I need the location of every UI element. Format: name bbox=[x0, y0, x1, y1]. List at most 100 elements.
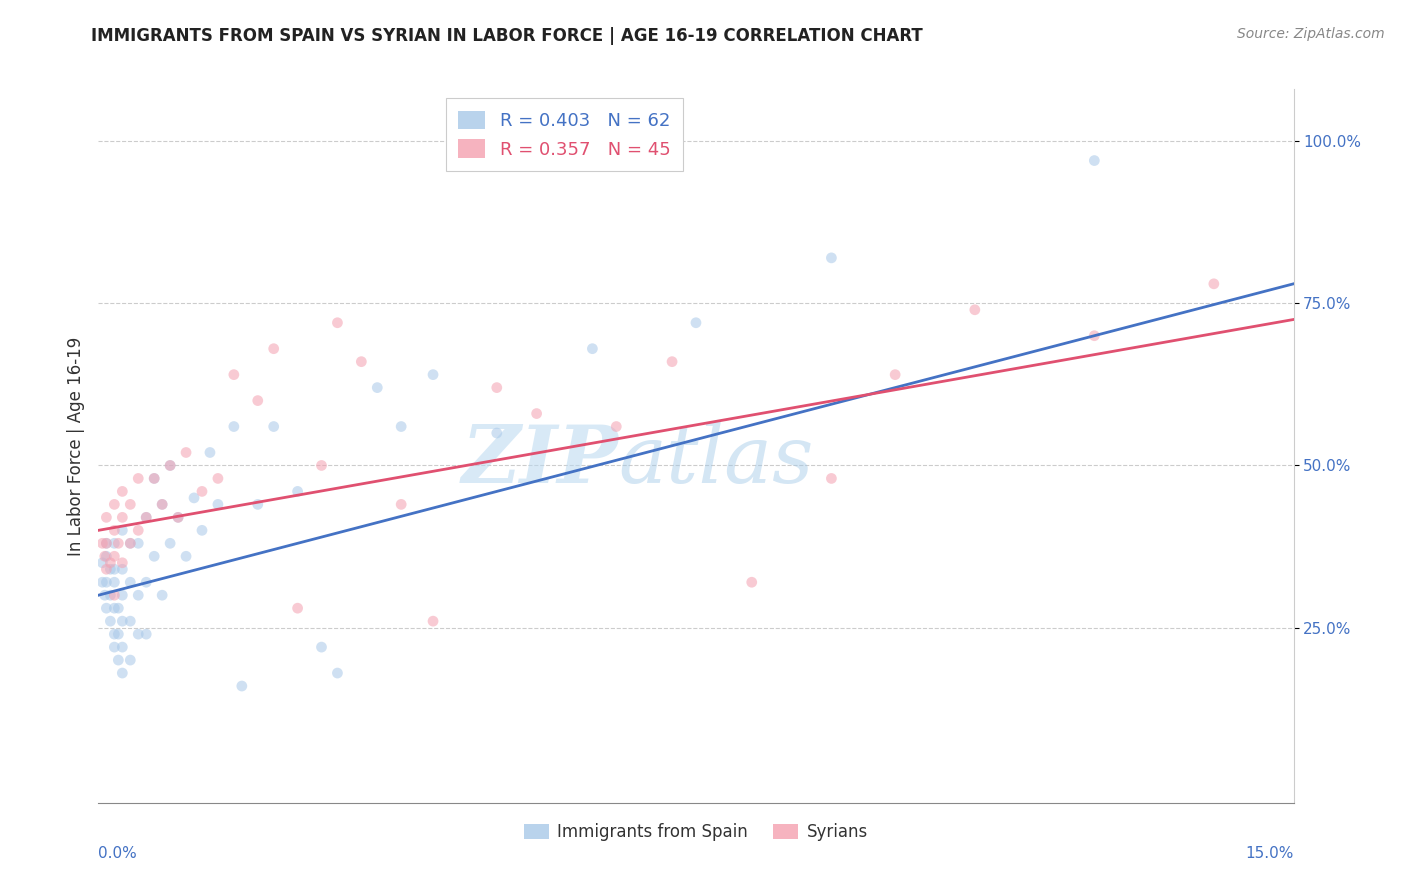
Text: IMMIGRANTS FROM SPAIN VS SYRIAN IN LABOR FORCE | AGE 16-19 CORRELATION CHART: IMMIGRANTS FROM SPAIN VS SYRIAN IN LABOR… bbox=[91, 27, 924, 45]
Point bbox=[111, 562, 134, 576]
Point bbox=[111, 510, 134, 524]
Point bbox=[111, 588, 134, 602]
Point bbox=[198, 445, 221, 459]
Point bbox=[111, 666, 134, 681]
Point bbox=[107, 627, 129, 641]
Point bbox=[120, 575, 142, 590]
Point bbox=[159, 458, 181, 473]
Point bbox=[191, 524, 214, 538]
Point bbox=[135, 627, 157, 641]
Point bbox=[96, 549, 118, 564]
Point bbox=[581, 342, 603, 356]
Point bbox=[222, 368, 245, 382]
Point bbox=[741, 575, 763, 590]
Point bbox=[103, 575, 125, 590]
Point bbox=[263, 342, 285, 356]
Point bbox=[103, 562, 125, 576]
Point bbox=[91, 556, 114, 570]
Point bbox=[422, 368, 444, 382]
Point bbox=[174, 549, 197, 564]
Point bbox=[94, 588, 117, 602]
Point bbox=[526, 407, 548, 421]
Point bbox=[96, 536, 118, 550]
Point bbox=[231, 679, 253, 693]
Point bbox=[103, 549, 125, 564]
Point bbox=[120, 653, 142, 667]
Legend: Immigrants from Spain, Syrians: Immigrants from Spain, Syrians bbox=[517, 817, 875, 848]
Point bbox=[94, 549, 117, 564]
Point bbox=[222, 419, 245, 434]
Point bbox=[326, 666, 349, 681]
Point bbox=[120, 536, 142, 550]
Point bbox=[207, 471, 229, 485]
Point bbox=[350, 354, 373, 368]
Point bbox=[150, 497, 173, 511]
Point bbox=[120, 497, 142, 511]
Point bbox=[143, 471, 166, 485]
Point bbox=[311, 458, 333, 473]
Point bbox=[111, 484, 134, 499]
Point bbox=[111, 640, 134, 654]
Point bbox=[127, 627, 149, 641]
Point bbox=[127, 588, 149, 602]
Text: Source: ZipAtlas.com: Source: ZipAtlas.com bbox=[1237, 27, 1385, 41]
Point bbox=[96, 575, 118, 590]
Point bbox=[389, 419, 412, 434]
Point bbox=[685, 316, 707, 330]
Point bbox=[207, 497, 229, 511]
Point bbox=[103, 524, 125, 538]
Point bbox=[91, 575, 114, 590]
Point bbox=[111, 614, 134, 628]
Point bbox=[96, 510, 118, 524]
Point bbox=[103, 627, 125, 641]
Point bbox=[107, 536, 129, 550]
Point bbox=[103, 497, 125, 511]
Point bbox=[485, 381, 508, 395]
Point bbox=[135, 510, 157, 524]
Point bbox=[103, 588, 125, 602]
Point bbox=[287, 601, 309, 615]
Point bbox=[366, 381, 388, 395]
Point bbox=[1083, 328, 1105, 343]
Point bbox=[183, 491, 205, 505]
Point bbox=[963, 302, 986, 317]
Point bbox=[96, 562, 118, 576]
Point bbox=[167, 510, 190, 524]
Point bbox=[98, 614, 122, 628]
Point bbox=[91, 536, 114, 550]
Point bbox=[103, 601, 125, 615]
Point bbox=[159, 458, 181, 473]
Point bbox=[127, 471, 149, 485]
Point bbox=[661, 354, 683, 368]
Text: ZIP: ZIP bbox=[461, 422, 619, 499]
Point bbox=[1202, 277, 1225, 291]
Point bbox=[167, 510, 190, 524]
Point bbox=[120, 614, 142, 628]
Point bbox=[135, 510, 157, 524]
Point bbox=[127, 524, 149, 538]
Point bbox=[107, 601, 129, 615]
Point bbox=[389, 497, 412, 511]
Point bbox=[98, 588, 122, 602]
Point bbox=[174, 445, 197, 459]
Point bbox=[98, 562, 122, 576]
Point bbox=[96, 536, 118, 550]
Text: 0.0%: 0.0% bbox=[98, 846, 138, 861]
Point bbox=[287, 484, 309, 499]
Point bbox=[150, 497, 173, 511]
Point bbox=[103, 640, 125, 654]
Point bbox=[96, 601, 118, 615]
Point bbox=[246, 393, 269, 408]
Point bbox=[1083, 153, 1105, 168]
Point bbox=[884, 368, 907, 382]
Point bbox=[103, 536, 125, 550]
Point bbox=[159, 536, 181, 550]
Point bbox=[191, 484, 214, 499]
Point bbox=[143, 549, 166, 564]
Point bbox=[150, 588, 173, 602]
Point bbox=[246, 497, 269, 511]
Point bbox=[120, 536, 142, 550]
Point bbox=[143, 471, 166, 485]
Text: atlas: atlas bbox=[619, 422, 814, 499]
Point bbox=[127, 536, 149, 550]
